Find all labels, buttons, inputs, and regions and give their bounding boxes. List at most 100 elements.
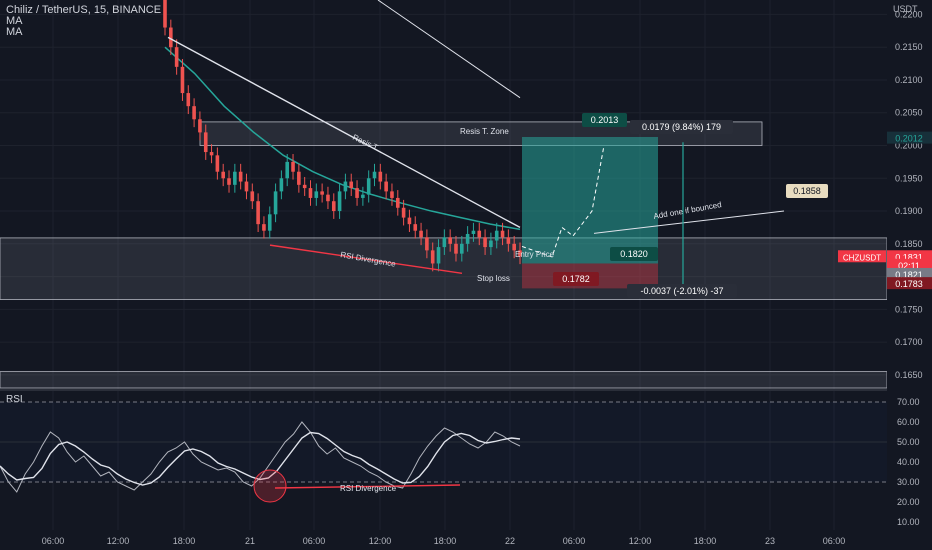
time-tick-label: 23	[765, 536, 775, 546]
entry-price-label: Entry Price	[515, 250, 555, 259]
price-tick-label: 0.2000	[895, 141, 923, 151]
candle-body	[343, 181, 348, 192]
price-axis-currency: USDT	[893, 4, 918, 14]
loss-badge-bg	[627, 284, 737, 298]
time-tick-label: 21	[245, 536, 255, 546]
price-tag-bg	[887, 267, 932, 280]
rsi-divergence-line	[274, 484, 461, 489]
candle-body	[361, 194, 365, 198]
rsi-pane-label: RSI	[6, 394, 23, 405]
candle-body	[448, 237, 452, 244]
profit-zone	[522, 136, 658, 264]
candle-body	[297, 171, 301, 185]
rsi-tick-label: 50.00	[897, 437, 920, 447]
candle-body	[238, 171, 243, 182]
time-tick-label: 18:00	[173, 536, 196, 546]
target-badge-bg	[582, 113, 627, 127]
stop-badge: 0.1782	[562, 274, 590, 284]
zone-lower	[0, 371, 888, 389]
time-tick-label: 12:00	[107, 536, 130, 546]
candle-body	[250, 191, 255, 202]
price-tick-label: 0.1900	[895, 206, 923, 216]
price-tag-label: 0.1783	[895, 279, 923, 289]
price-tick-label: 0.1650	[895, 370, 923, 380]
rsi-tick-label: 40.00	[897, 457, 920, 467]
candle-body	[378, 171, 383, 182]
candle-body	[302, 184, 307, 189]
candle-body	[413, 224, 418, 231]
resistance-trendline	[167, 36, 521, 229]
projection-path	[521, 145, 605, 258]
rsi-divergence-circle	[253, 469, 287, 503]
price-tick-label: 0.1950	[895, 173, 923, 183]
candle-body	[337, 191, 342, 212]
zone-support	[0, 237, 888, 300]
chart-header: Chiliz / TetherUS, 15, BINANCE MA MA	[6, 5, 161, 38]
stop-loss-label: Stop loss	[477, 274, 510, 283]
candle-body	[279, 178, 284, 192]
candle-body	[430, 250, 435, 264]
add-more-badge-bg	[786, 184, 828, 198]
add-more-badge: 0.1858	[793, 186, 821, 196]
time-tick-label: 18:00	[434, 536, 457, 546]
candle-body	[366, 178, 371, 195]
candle-body	[227, 178, 231, 185]
price-tag-bg	[887, 258, 932, 271]
candle-body	[500, 230, 505, 238]
price-tag-bg	[887, 277, 932, 290]
ma-line	[164, 46, 521, 231]
time-tick-label: 06:00	[563, 536, 586, 546]
candle-body	[180, 66, 185, 94]
candle-body	[349, 181, 354, 189]
candle-body	[425, 237, 429, 251]
candle-body	[460, 243, 464, 254]
symbol-tag-label: CHZUSDT	[843, 253, 881, 262]
candle-body	[285, 161, 290, 179]
candle-body	[203, 132, 208, 153]
target-badge: 0.2013	[591, 115, 619, 125]
candle-body	[442, 237, 447, 248]
time-tick-label: 06:00	[303, 536, 326, 546]
candle-body	[494, 230, 499, 241]
candle-body	[483, 237, 487, 248]
candle-body	[395, 197, 400, 208]
rsi-smooth-line	[0, 431, 521, 486]
candle-body	[320, 191, 324, 195]
candle-body	[419, 230, 423, 238]
candle-body	[372, 171, 377, 179]
candle-body	[186, 93, 191, 107]
indicator-ma-2[interactable]: MA	[6, 26, 23, 38]
rsi-divergence-label: RSI Divergence	[340, 484, 397, 493]
upper-trendline	[377, 0, 521, 99]
candle-body	[174, 47, 179, 67]
candle-body	[477, 230, 482, 238]
price-tag-bg	[887, 131, 932, 144]
price-tick-label: 0.1750	[895, 304, 923, 314]
time-tick-label: 18:00	[694, 536, 717, 546]
rsi-tick-label: 30.00	[897, 477, 920, 487]
time-tick-label: 06:00	[42, 536, 65, 546]
price-tag-label: 02:11	[898, 261, 920, 271]
candle-body	[390, 191, 394, 198]
price-tick-label: 0.2150	[895, 42, 923, 52]
price-tag-label: 0.1821	[895, 270, 923, 280]
candle-body	[198, 119, 202, 133]
candle-body	[314, 191, 319, 198]
rsi-tick-label: 60.00	[897, 417, 920, 427]
time-tick-label: 06:00	[823, 536, 846, 546]
price-tick-label: 0.1850	[895, 239, 923, 249]
candle-body	[512, 243, 516, 251]
candle-body	[355, 188, 359, 198]
indicator-ma-1[interactable]: MA	[6, 15, 23, 27]
symbol-tag-bg	[838, 250, 886, 263]
candle-body	[233, 171, 237, 185]
candle-body	[384, 181, 388, 192]
candle-body	[169, 27, 173, 48]
resis-zone-label: Resis T. Zone	[460, 127, 509, 136]
candle-body	[244, 181, 249, 192]
candle-body	[291, 161, 295, 172]
candle-body	[471, 230, 476, 234]
time-tick-label: 12:00	[369, 536, 392, 546]
